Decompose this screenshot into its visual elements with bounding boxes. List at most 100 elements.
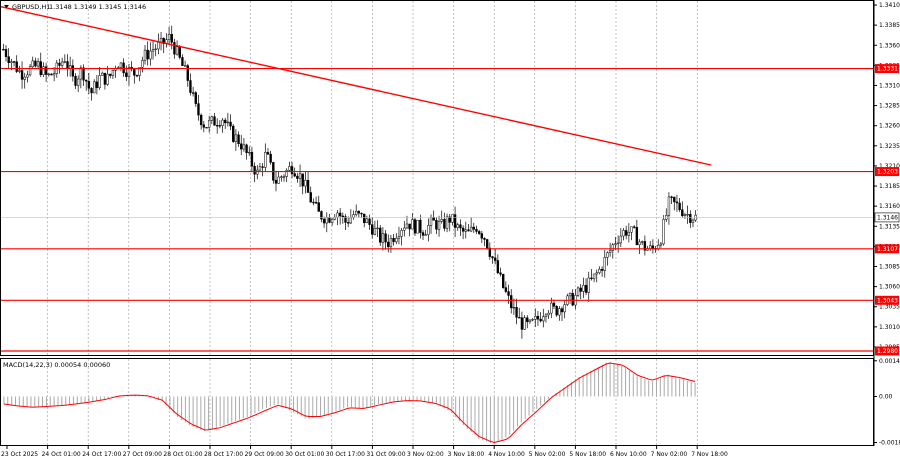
candle-body	[74, 75, 77, 86]
candle-body	[518, 317, 521, 319]
candle-body	[659, 243, 663, 246]
candle-body	[451, 214, 454, 223]
candle-body	[245, 144, 248, 153]
candle-body	[186, 65, 189, 81]
candle-body	[379, 227, 382, 243]
candle-body	[237, 134, 240, 145]
candle-body	[317, 202, 320, 212]
candle-body	[472, 226, 475, 230]
time-axis: 23 Oct 2025 24 Oct 01:00 24 Oct 17:00 27 Oc…	[1, 446, 728, 458]
candle-body	[250, 151, 254, 167]
candle-body	[678, 202, 681, 210]
candle-body	[395, 237, 398, 243]
candle-body	[266, 152, 270, 155]
candle-body	[595, 272, 598, 275]
candle-body	[582, 285, 585, 292]
candle-body	[298, 173, 302, 179]
candle-body	[36, 61, 40, 67]
candle-body	[23, 76, 26, 80]
candle-body	[667, 196, 671, 216]
y-tick-label: 1.3385	[879, 22, 900, 29]
candle-body	[293, 173, 296, 177]
y-tick-label: 1.3135	[879, 223, 900, 230]
candle-body	[103, 72, 107, 85]
current-price-label: 1.3146	[877, 214, 898, 221]
candle-body	[68, 65, 72, 69]
candle-body	[301, 173, 304, 187]
candle-body	[346, 222, 350, 224]
candle-body	[635, 227, 639, 246]
candle-body	[274, 180, 278, 184]
candle-body	[119, 62, 123, 68]
candle-body	[459, 224, 462, 229]
candle-body	[512, 306, 516, 309]
candle-body	[673, 196, 676, 203]
x-tick-label: 3 Nov 02:00	[407, 451, 444, 458]
candle-body	[178, 46, 181, 58]
candle-body	[290, 166, 294, 174]
candle-body	[632, 226, 636, 228]
candle-body	[354, 210, 358, 215]
candle-body	[253, 165, 256, 175]
candle-body	[60, 61, 64, 66]
candle-body	[183, 65, 187, 67]
candle-body	[670, 196, 673, 198]
level-price-tag	[875, 244, 899, 254]
candle-body	[93, 81, 96, 94]
candle-body	[149, 50, 152, 60]
candle-body	[82, 67, 85, 81]
candle-body	[643, 241, 647, 251]
candle-body	[18, 70, 21, 72]
candle-body	[71, 65, 75, 77]
y-tick-label: 1.3260	[879, 123, 900, 130]
candle-body	[221, 119, 224, 126]
candle-body	[392, 238, 395, 243]
candle-body	[101, 72, 104, 76]
candle-body	[232, 125, 235, 142]
trend-line[interactable]	[0, 5, 712, 166]
y-tick-label: 1.3085	[879, 264, 900, 271]
candle-body	[649, 245, 652, 249]
candle-body	[304, 179, 307, 187]
candle-body	[154, 48, 157, 50]
candle-body	[691, 219, 695, 223]
candle-body	[485, 239, 489, 249]
candle-body	[550, 302, 553, 314]
candle-body	[261, 166, 264, 168]
candle-body	[504, 287, 508, 292]
y-tick-label: 1.3060	[879, 284, 900, 291]
candle-body	[483, 238, 486, 240]
y-tick-label: 1.3035	[879, 304, 900, 311]
y-tick-label: 1.3185	[879, 183, 900, 190]
candle-body	[424, 234, 427, 236]
candle-body	[453, 214, 457, 228]
x-tick-label: 5 Nov 02:00	[529, 451, 566, 458]
y-tick-label: 1.3160	[879, 203, 900, 210]
x-tick-label: 28 Oct 17:00	[204, 451, 243, 458]
candle-body	[403, 227, 406, 231]
candle-body	[10, 61, 13, 63]
ohlc-readout: 1.3148 1.3149 1.3145 1.3146	[49, 3, 146, 11]
symbol-label[interactable]: GBPUSD,H1	[12, 3, 50, 11]
candle-body	[592, 273, 596, 280]
candle-body	[242, 144, 246, 150]
candle-body	[397, 236, 401, 239]
x-tick-label: 29 Oct 09:00	[245, 451, 284, 458]
candle-body	[560, 308, 564, 313]
candle-body	[288, 166, 291, 171]
macd-indicator: 0.00143 0.00 -0.00184	[3, 358, 900, 447]
candle-body	[282, 176, 286, 178]
candle-body	[173, 42, 176, 55]
candle-body	[258, 166, 262, 171]
candle-body	[58, 62, 61, 66]
candle-body	[456, 224, 459, 228]
candle-body	[7, 56, 10, 63]
candle-body	[194, 92, 197, 104]
candle-body	[384, 233, 387, 243]
symbol-dropdown-icon[interactable]	[4, 5, 9, 8]
candle-body	[167, 34, 171, 40]
candle-body	[87, 80, 91, 89]
candle-body	[205, 127, 208, 129]
x-tick-label: 23 Oct 2025	[1, 451, 38, 458]
candle-body	[429, 217, 433, 226]
